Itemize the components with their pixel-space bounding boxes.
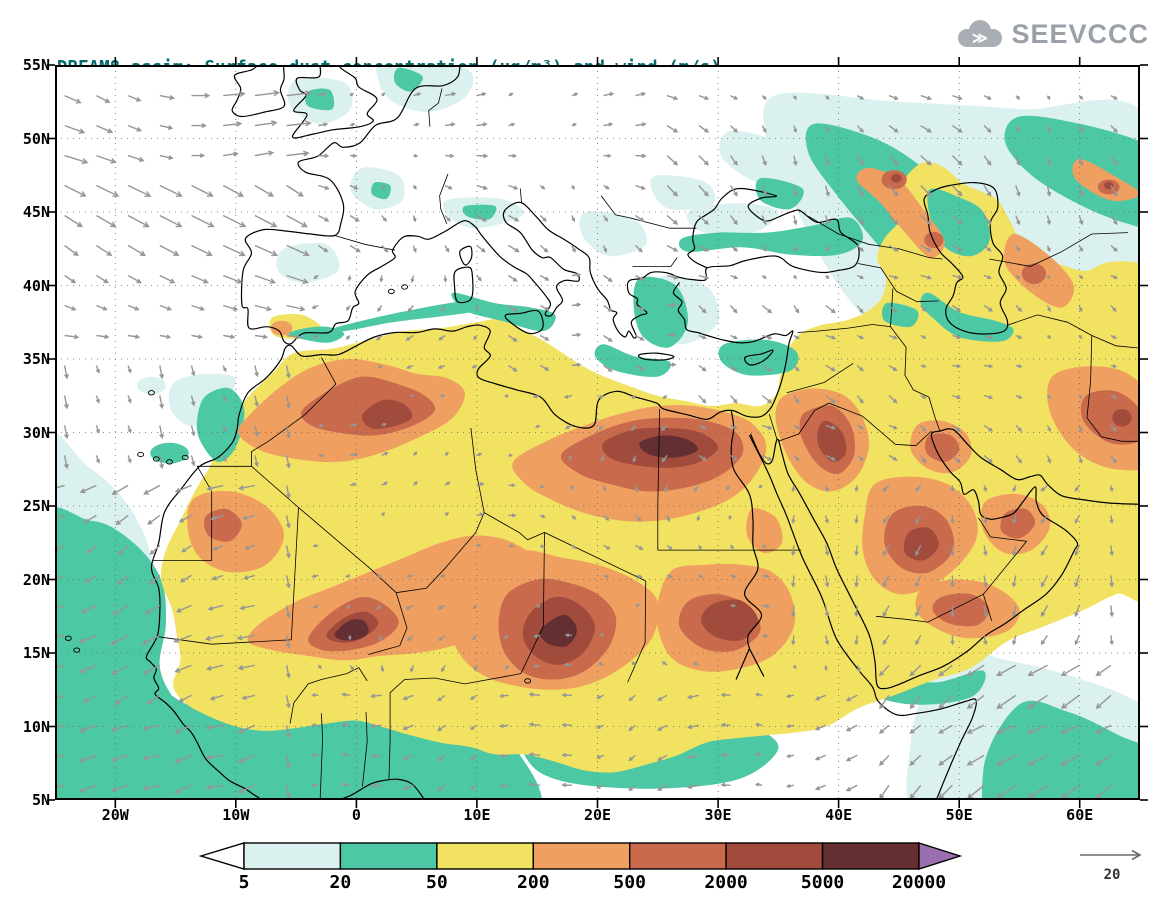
logo-text: SEEVCCC <box>1011 18 1149 49</box>
coastlines <box>64 65 1140 800</box>
colorbar-tick-label: 200 <box>517 872 550 893</box>
colorbar-scale <box>198 842 963 870</box>
lat-label: 55N <box>22 56 50 74</box>
map-frame <box>55 65 1140 800</box>
axis-ticks <box>47 57 1148 808</box>
lat-label: 15N <box>22 644 50 662</box>
country-borders <box>152 88 1140 799</box>
lon-label: 50E <box>945 806 973 824</box>
wind-reference-arrow <box>1080 849 1142 861</box>
lat-label: 35N <box>22 350 50 368</box>
lat-label: 25N <box>22 497 50 515</box>
lon-label: 10W <box>222 806 250 824</box>
seevccc-logo: ≫ SEEVCCC <box>953 16 1149 52</box>
lat-label: 40N <box>22 276 50 295</box>
lat-label: 10N <box>22 717 50 736</box>
map-area <box>47 57 1148 808</box>
lon-label: 0 <box>351 806 361 824</box>
colorbar-tick-label: 5000 <box>800 872 845 893</box>
colorbar-tick-label: 20 <box>329 872 352 893</box>
lon-label: 40E <box>825 806 853 824</box>
map-canvas <box>47 57 1148 808</box>
lon-label: 60E <box>1066 806 1094 824</box>
cloud-icon: ≫ <box>958 20 1003 47</box>
lat-label: 45N <box>22 203 50 221</box>
lon-label: 10E <box>463 806 491 824</box>
colorbar-tick-label: 5 <box>238 872 250 893</box>
lon-label: 30E <box>704 806 732 824</box>
colorbar-tick-label: 2000 <box>704 872 748 893</box>
colorbar-tick-label: 20000 <box>891 872 947 893</box>
colorbar: 5 20 50 200 500 2000 5000 20000 <box>198 841 968 903</box>
lon-label: 20E <box>583 806 612 824</box>
wind-reference-label: 20 <box>1103 867 1121 883</box>
cloud-chevrons: ≫ <box>972 29 988 47</box>
lat-label: 20N <box>22 570 50 589</box>
map-layers <box>55 65 1140 800</box>
dust-contours <box>55 65 1140 800</box>
lat-label: 30N <box>22 423 50 442</box>
lat-label: 50N <box>22 129 50 148</box>
colorbar-tick-label: 50 <box>426 872 448 893</box>
lat-label: 5N <box>31 791 50 809</box>
lon-label: 20W <box>101 806 129 824</box>
wind-reference: 20 <box>1076 845 1148 883</box>
colorbar-tick-label: 500 <box>613 872 646 893</box>
